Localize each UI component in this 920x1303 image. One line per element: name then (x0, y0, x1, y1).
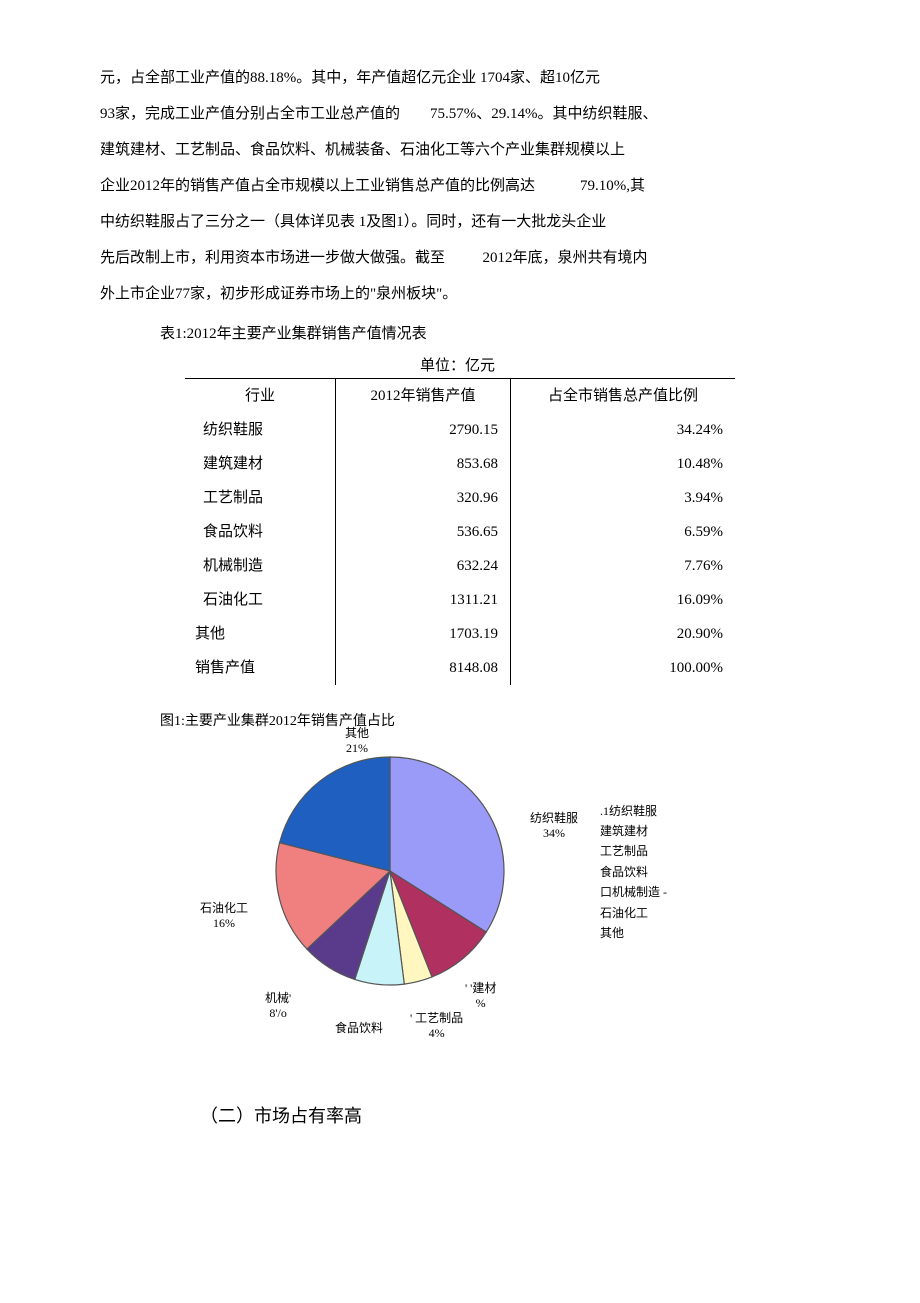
pie-slice-label: 其他21% (345, 726, 369, 757)
table-row: 食品饮料536.656.59% (185, 515, 735, 549)
cell-industry: 其他 (185, 617, 336, 651)
cell-ratio: 6.59% (511, 515, 736, 549)
pie-chart-section: 图1:主要产业集群2012年销售产值占比 .1纺织鞋服建筑建材工艺制品食品饮料口… (160, 705, 760, 1065)
table-row: 工艺制品320.963.94% (185, 481, 735, 515)
chart-title: 图1:主要产业集群2012年销售产值占比 (160, 705, 760, 739)
table-row: 其他1703.1920.90% (185, 617, 735, 651)
table-row: 销售产值8148.08100.00% (185, 651, 735, 685)
header-value: 2012年销售产值 (336, 379, 511, 414)
legend-item: 工艺制品 (600, 841, 667, 861)
table-header-row: 行业 2012年销售产值 占全市销售总产值比例 (185, 379, 735, 414)
pie-wrap: .1纺织鞋服建筑建材工艺制品食品饮料口机械制造 -石油化工其他 纺织鞋服34%'… (160, 741, 760, 1081)
table-row: 石油化工1311.2116.09% (185, 583, 735, 617)
header-industry: 行业 (185, 379, 336, 414)
cell-ratio: 7.76% (511, 549, 736, 583)
cell-industry: 建筑建材 (185, 447, 336, 481)
legend-item: .1纺织鞋服 (600, 801, 667, 821)
pie-slice-label: 机械'8'/o (265, 991, 291, 1022)
table-row: 纺织鞋服2790.1534.24% (185, 413, 735, 447)
legend-item: 建筑建材 (600, 821, 667, 841)
p-l4a: 企业2012年的销售产值占全市规模以上工业销售总产值的比例高达 (100, 178, 535, 194)
cell-value: 632.24 (336, 549, 511, 583)
header-ratio: 占全市销售总产值比例 (511, 379, 736, 414)
pie-slice-label: 食品饮料 (335, 1021, 383, 1037)
cell-ratio: 34.24% (511, 413, 736, 447)
cell-industry: 机械制造 (185, 549, 336, 583)
p-l4b: 79.10%,其 (580, 178, 645, 194)
legend-item: 其他 (600, 923, 667, 943)
body-paragraph-line7: 外上市企业77家，初步形成证券市场上的"泉州板块"。 (100, 276, 820, 312)
pie-slice-label: 纺织鞋服34% (530, 811, 578, 842)
cell-value: 320.96 (336, 481, 511, 515)
cell-ratio: 3.94% (511, 481, 736, 515)
table-row: 机械制造632.247.76% (185, 549, 735, 583)
body-paragraph-line3: 建筑建材、工艺制品、食品饮料、机械装备、石油化工等六个产业集群规模以上 (100, 132, 820, 168)
p-l2a: 93家，完成工业产值分别占全市工业总产值的 (100, 106, 400, 122)
section-heading-2: （二）市场占有率高 (200, 1095, 820, 1138)
cell-value: 536.65 (336, 515, 511, 549)
pie-slice-label: ' 工艺制品4% (410, 1011, 463, 1042)
legend-item: 食品饮料 (600, 862, 667, 882)
cell-ratio: 10.48% (511, 447, 736, 481)
pie-slice-label: ' '建材% (465, 981, 496, 1012)
sales-table: 行业 2012年销售产值 占全市销售总产值比例 纺织鞋服2790.1534.24… (185, 378, 735, 685)
p-l6b: 2012年底，泉州共有境内 (483, 250, 648, 266)
table-unit: 单位：亿元 (420, 354, 820, 378)
cell-ratio: 20.90% (511, 617, 736, 651)
pie-legend: .1纺织鞋服建筑建材工艺制品食品饮料口机械制造 -石油化工其他 (600, 801, 667, 944)
pie-chart-svg (270, 751, 510, 991)
body-paragraph-line1: 元，占全部工业产值的88.18%。其中，年产值超亿元企业 1704家、超10亿元 (100, 60, 820, 96)
legend-item: 石油化工 (600, 903, 667, 923)
cell-industry: 食品饮料 (185, 515, 336, 549)
legend-item: 口机械制造 - (600, 882, 667, 902)
cell-value: 1703.19 (336, 617, 511, 651)
table-row: 建筑建材853.6810.48% (185, 447, 735, 481)
cell-ratio: 100.00% (511, 651, 736, 685)
cell-industry: 销售产值 (185, 651, 336, 685)
body-paragraph-line5: 中纺织鞋服占了三分之一（具体详见表 1及图1）。同时，还有一大批龙头企业 (100, 204, 820, 240)
p-l2b: 75.57%、29.14%。其中纺织鞋服、 (430, 106, 658, 122)
cell-industry: 石油化工 (185, 583, 336, 617)
cell-value: 1311.21 (336, 583, 511, 617)
pie-slice-label: 石油化工16% (200, 901, 248, 932)
body-paragraph-line4: 企业2012年的销售产值占全市规模以上工业销售总产值的比例高达 79.10%,其 (100, 168, 820, 204)
table-title: 表1:2012年主要产业集群销售产值情况表 (160, 316, 820, 352)
cell-value: 2790.15 (336, 413, 511, 447)
p-l6a: 先后改制上市，利用资本市场进一步做大做强。截至 (100, 250, 445, 266)
cell-industry: 工艺制品 (185, 481, 336, 515)
body-paragraph-line2: 93家，完成工业产值分别占全市工业总产值的 75.57%、29.14%。其中纺织… (100, 96, 820, 132)
cell-value: 853.68 (336, 447, 511, 481)
body-paragraph-line6: 先后改制上市，利用资本市场进一步做大做强。截至 2012年底，泉州共有境内 (100, 240, 820, 276)
cell-value: 8148.08 (336, 651, 511, 685)
cell-ratio: 16.09% (511, 583, 736, 617)
cell-industry: 纺织鞋服 (185, 413, 336, 447)
